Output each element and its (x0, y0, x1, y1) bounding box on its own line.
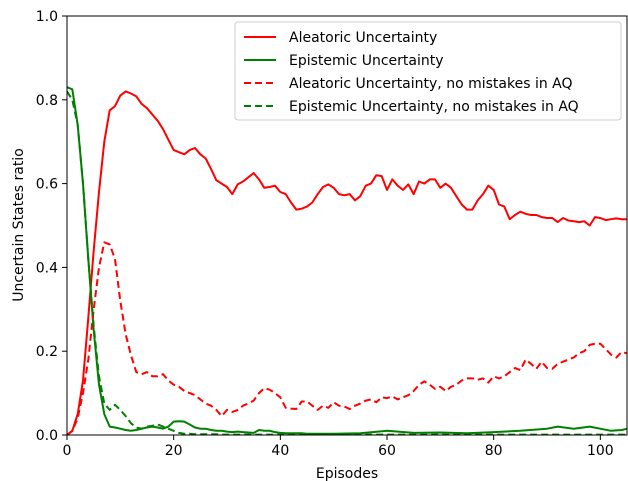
x-tick-label: 0 (63, 443, 72, 459)
legend-items: Aleatoric Uncertainty Epistemic Uncertain… (244, 30, 579, 115)
y-tick-label: 0.8 (36, 93, 58, 109)
x-tick-label: 100 (587, 443, 614, 459)
plot-area (66, 15, 628, 436)
series-line-1 (67, 90, 627, 435)
x-tick-label: 80 (485, 443, 503, 459)
plot-frame (66, 15, 628, 436)
y-axis: 0.0 0.2 0.4 0.6 0.8 1.0 (36, 9, 67, 444)
legend-label-2: Epistemic Uncertainty (289, 53, 444, 69)
series-line-3 (67, 241, 627, 435)
legend: Aleatoric Uncertainty Epistemic Uncertain… (234, 21, 622, 121)
series-line-4 (67, 90, 627, 435)
y-tick-label: 0.6 (36, 177, 58, 193)
legend-label-4: Epistemic Uncertainty, no mistakes in AQ (289, 99, 579, 115)
legend-box (234, 21, 622, 121)
x-axis: 0 20 40 60 80 100 (63, 435, 614, 459)
legend-label-1: Aleatoric Uncertainty (289, 30, 437, 46)
x-axis-label: Episodes (316, 466, 378, 481)
y-tick-label: 0.2 (36, 344, 58, 360)
series-line-2 (67, 86, 627, 435)
y-axis-label: Uncertain States ratio (11, 148, 27, 302)
x-tick-label: 20 (165, 443, 183, 459)
y-tick-label: 0.0 (36, 428, 58, 444)
legend-label-3: Aleatoric Uncertainty, no mistakes in AQ (289, 76, 573, 92)
x-tick-label: 60 (378, 443, 396, 459)
x-tick-label: 40 (271, 443, 289, 459)
y-tick-label: 0.4 (36, 260, 58, 276)
y-tick-label: 1.0 (36, 9, 58, 25)
series-layer (67, 86, 627, 435)
